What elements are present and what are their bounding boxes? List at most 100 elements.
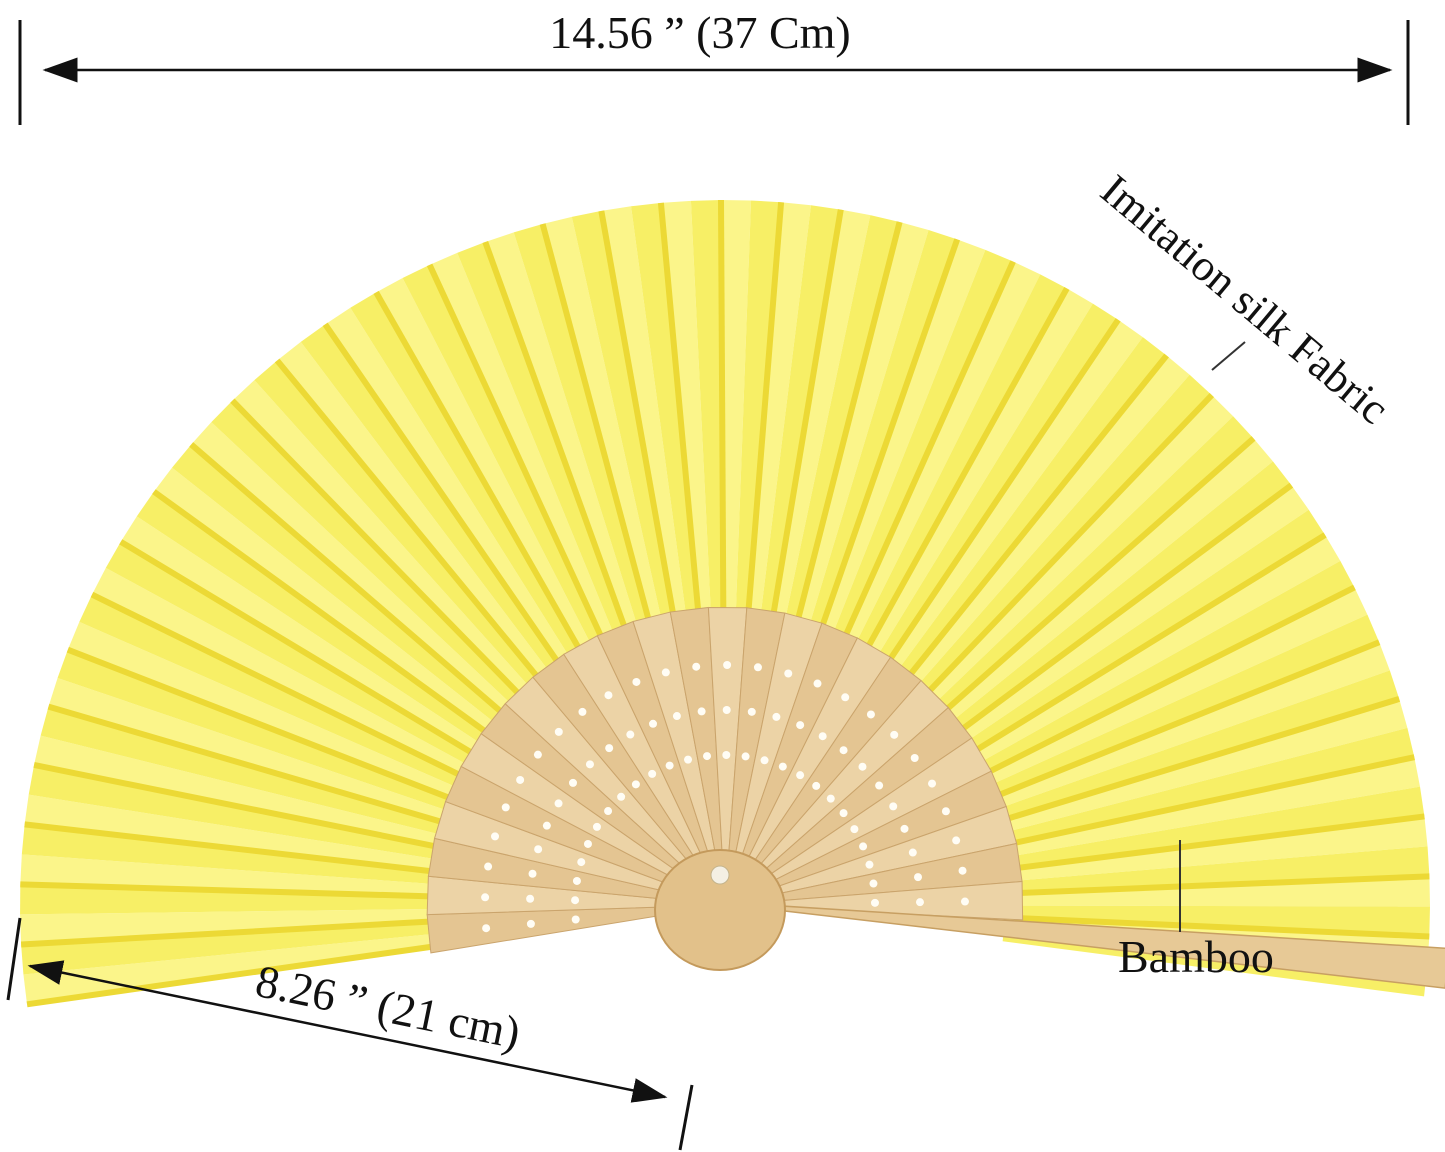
- fabric-pleat: [839, 261, 1041, 655]
- pleat-fold: [992, 639, 1381, 800]
- pleat-fold: [90, 591, 466, 781]
- fabric-pleat: [457, 242, 630, 646]
- bamboo-hole: [542, 821, 551, 830]
- pleat-fold: [152, 489, 492, 738]
- fabric-pleat: [949, 485, 1309, 748]
- fabric-pleat: [782, 215, 900, 634]
- bamboo-hole: [661, 668, 670, 677]
- bamboo-hole: [723, 661, 732, 670]
- fabric-pleat: [153, 467, 506, 741]
- bamboo-label: Bamboo: [1118, 931, 1274, 982]
- bamboo-hole: [697, 707, 706, 716]
- pleat-fold: [230, 398, 525, 700]
- fabric-pleat: [759, 205, 841, 629]
- bamboo-hole: [672, 712, 681, 721]
- fabric-pleat: [974, 587, 1368, 790]
- fabric-pleat: [1001, 786, 1425, 870]
- fabric-pleat: [770, 209, 871, 632]
- fabric-pleat: [1004, 846, 1430, 894]
- pleat-fold: [539, 223, 653, 626]
- fabric-pleat: [601, 206, 688, 630]
- fabric-pleat: [67, 621, 469, 804]
- bamboo-hole: [741, 752, 750, 761]
- fabric-pleat: [325, 307, 577, 675]
- bamboo-hole: [526, 919, 535, 928]
- pleat-fold: [33, 762, 442, 851]
- fabric-pleat: [429, 252, 619, 651]
- pleat-fold: [373, 290, 585, 655]
- pleat-fold: [1001, 696, 1401, 824]
- bamboo-hole: [631, 780, 640, 789]
- bamboo-hole: [958, 866, 967, 875]
- bamboo-hole: [526, 894, 535, 903]
- pleat-fold: [1014, 914, 1430, 940]
- fabric-pleat: [881, 319, 1143, 680]
- pleat-fold: [884, 318, 1121, 666]
- pleat-fold: [745, 201, 785, 617]
- fabric-pleat: [300, 324, 567, 682]
- bamboo-hole: [585, 760, 594, 769]
- fabric-pleat: [20, 884, 446, 915]
- fabric-pleat: [817, 239, 986, 645]
- dimension-tick: [6, 917, 22, 1001]
- fabric-pleat: [34, 735, 454, 850]
- fabric-pleat: [571, 210, 676, 632]
- bamboo-hole: [692, 662, 701, 671]
- leader-line: [1211, 341, 1246, 371]
- bamboo-hole: [870, 898, 879, 907]
- fabric-pleat: [57, 649, 465, 815]
- bamboo-hole: [568, 778, 577, 787]
- pleat-fold: [657, 202, 702, 617]
- pleat-fold: [20, 881, 436, 900]
- width-label: 14.56 ” (37 Cm): [549, 7, 851, 58]
- bamboo-hole: [866, 710, 875, 719]
- fabric-pleat: [984, 642, 1390, 812]
- pivot-head: [654, 849, 786, 971]
- bamboo-hole: [850, 825, 859, 834]
- fabric-pleat: [900, 355, 1190, 695]
- bamboo-hole: [534, 845, 543, 854]
- pleat-fold: [119, 539, 478, 759]
- bamboo-hole: [617, 792, 626, 801]
- fabric-pleat: [860, 288, 1093, 667]
- bamboo-hole: [760, 756, 769, 765]
- pleat-fold: [817, 238, 961, 633]
- bamboo-hole: [913, 873, 922, 882]
- fan: [20, 199, 1445, 1008]
- bamboo-hole: [626, 730, 635, 739]
- pleat-fold: [940, 436, 1256, 716]
- fabric-pleat: [1004, 876, 1430, 907]
- pleat-fold: [20, 918, 436, 948]
- pleat-fold: [24, 821, 438, 875]
- pleat-fold: [923, 393, 1214, 698]
- pleat-fold: [274, 358, 544, 683]
- fabric-pleat: [120, 516, 492, 761]
- pleat-fold: [982, 584, 1356, 778]
- bamboo-hole: [826, 794, 835, 803]
- bamboo-hole: [703, 752, 712, 761]
- bamboo-hole: [632, 677, 641, 686]
- pleat-fold: [322, 322, 564, 668]
- bamboo-hole: [572, 876, 581, 885]
- bamboo-hole: [571, 896, 580, 905]
- fabric-pleat: [942, 461, 1292, 739]
- pleat-fold: [426, 263, 607, 643]
- fabric-pleat: [232, 380, 539, 705]
- bamboo-hole: [481, 893, 490, 902]
- bamboo-hole: [482, 924, 491, 933]
- bamboo-hole: [890, 730, 899, 739]
- bamboo-hole: [908, 848, 917, 857]
- fabric-pleat: [20, 908, 446, 945]
- fabric-pleat: [402, 264, 608, 656]
- bamboo-hole: [841, 693, 850, 702]
- fabric-pleat: [277, 341, 557, 689]
- bamboo-hole: [533, 750, 542, 759]
- fabric-pleat: [28, 764, 451, 862]
- bamboo-hole: [554, 799, 563, 808]
- pleat-fold: [769, 209, 844, 620]
- fabric-pleat: [254, 360, 548, 697]
- fabric-pleat: [934, 438, 1273, 729]
- fabric-pleat: [21, 824, 447, 885]
- bamboo-hole: [812, 781, 821, 790]
